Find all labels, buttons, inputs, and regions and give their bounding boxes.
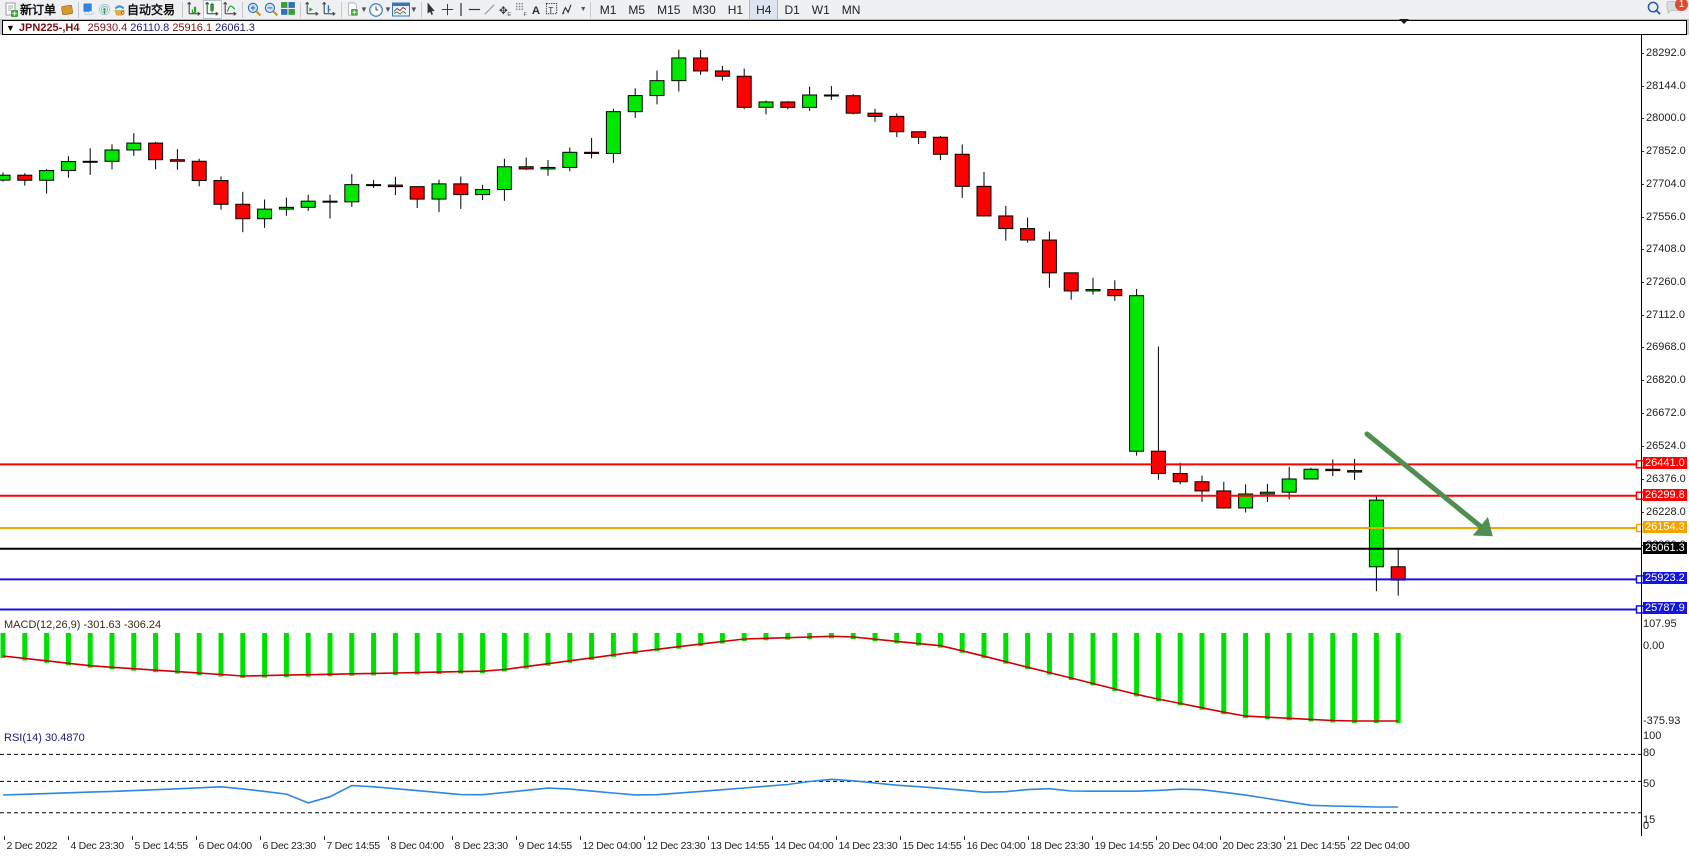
svg-text:RSI(14) 30.4870: RSI(14) 30.4870: [4, 732, 85, 744]
svg-text:E: E: [507, 12, 511, 17]
svg-text:F: F: [523, 12, 527, 17]
svg-text:A: A: [532, 5, 540, 17]
svg-text:T: T: [548, 5, 553, 15]
svg-text:MACD(12,26,9) -301.63 -306.24: MACD(12,26,9) -301.63 -306.24: [4, 619, 161, 631]
svg-text:✥: ✥: [499, 6, 508, 17]
